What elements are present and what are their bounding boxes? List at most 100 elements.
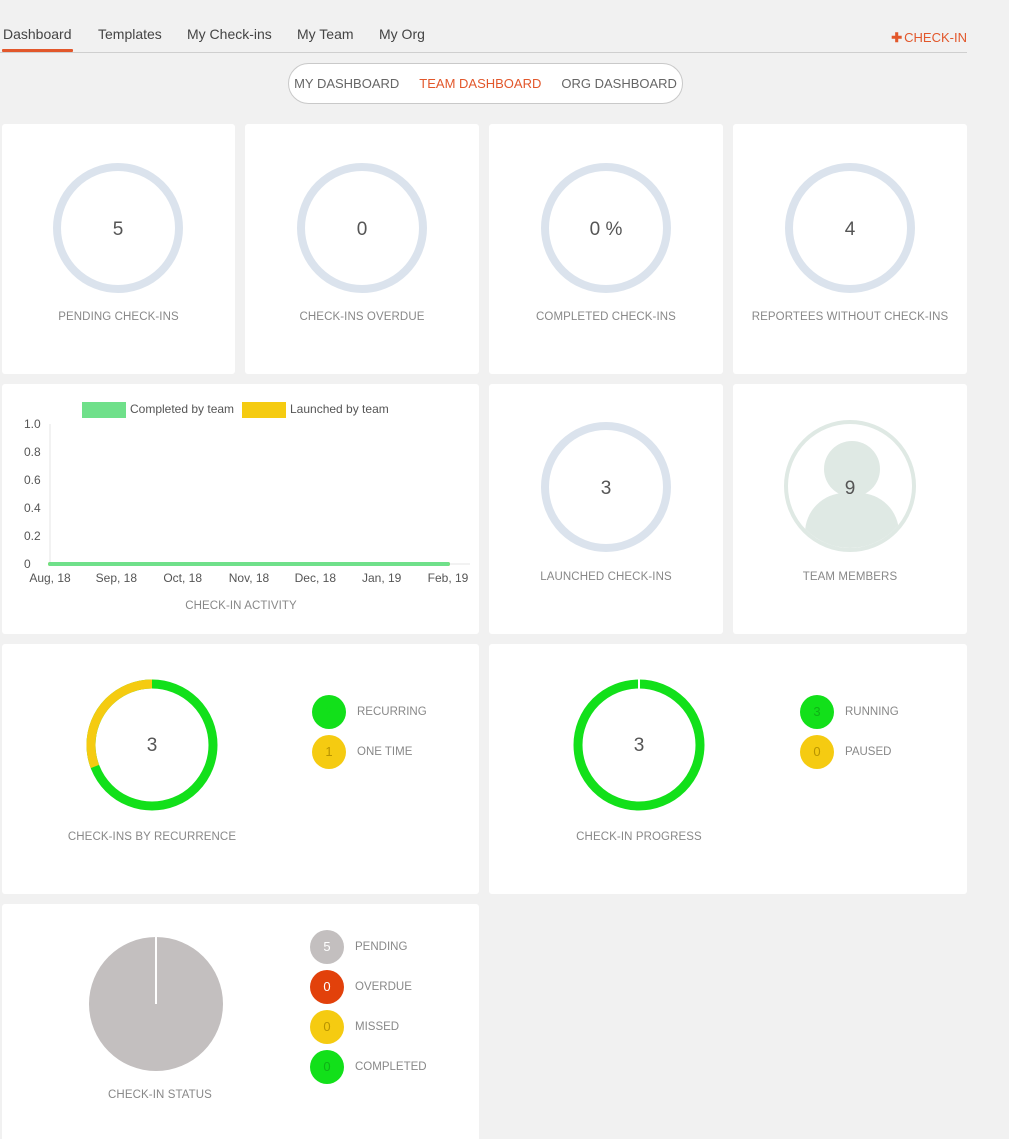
one-time-legend[interactable]: 1 ONE TIME — [312, 735, 412, 769]
y-tick-label: 1.0 — [24, 417, 41, 431]
overdue-legend[interactable]: 0 OVERDUE — [310, 970, 412, 1004]
person-icon-head — [824, 441, 880, 497]
x-tick-label: Feb, 19 — [428, 571, 469, 585]
check-in-progress-card: 3 3 RUNNING 0 PAUSED CHECK-IN PROGRESS — [489, 644, 967, 894]
check-in-activity-card: Completed by team Launched by team 1.0 0.… — [2, 384, 479, 634]
team-members-card[interactable]: 9 TEAM MEMBERS — [733, 384, 967, 634]
tab-templates[interactable]: Templates — [98, 26, 162, 42]
person-icon — [784, 420, 916, 552]
paused-count: 0 — [800, 735, 834, 769]
tab-dashboard[interactable]: Dashboard — [3, 26, 72, 42]
series-point-0 — [313, 562, 318, 566]
recurrence-total: 3 — [146, 735, 158, 756]
team-dashboard-option[interactable]: TEAM DASHBOARD — [419, 76, 542, 91]
series-point-0 — [446, 562, 450, 566]
completed-value: 0 % — [589, 219, 623, 240]
plus-icon: ✚ — [891, 30, 903, 45]
series-point-0 — [180, 562, 185, 566]
y-tick-label: 0.2 — [24, 529, 41, 543]
recurring-label: RECURRING — [357, 706, 427, 718]
legend-swatch-completed[interactable] — [82, 402, 126, 418]
completed-check-ins-card[interactable]: 0 % COMPLETED CHECK-INS — [489, 124, 723, 374]
completed-legend[interactable]: 0 COMPLETED — [310, 1050, 427, 1084]
reportees-value: 4 — [844, 219, 856, 240]
tab-my-team[interactable]: My Team — [297, 26, 354, 42]
team-members-caption: TEAM MEMBERS — [802, 571, 898, 583]
x-tick-label: Oct, 18 — [163, 571, 202, 585]
missed-legend[interactable]: 0 MISSED — [310, 1010, 399, 1044]
y-tick-label: 0.8 — [24, 445, 41, 459]
recurring-legend[interactable]: 2 RECURRING — [312, 695, 427, 729]
tab-my-org[interactable]: My Org — [379, 26, 425, 42]
series-point-0 — [114, 562, 119, 566]
tab-my-check-ins[interactable]: My Check-ins — [187, 26, 272, 42]
check-in-status-card: 5 PENDING 0 OVERDUE 0 MISSED 0 COMPLETED… — [2, 904, 479, 1139]
pending-ring — [53, 163, 183, 293]
recurrence-donut — [86, 679, 218, 811]
top-nav: Dashboard Templates My Check-ins My Team… — [0, 0, 967, 53]
x-tick-label: Dec, 18 — [295, 571, 337, 585]
launched-caption: LAUNCHED CHECK-INS — [540, 571, 672, 583]
x-tick-label: Sep, 18 — [96, 571, 138, 585]
overdue-ring — [297, 163, 427, 293]
y-tick-label: 0 — [24, 557, 31, 571]
new-check-in-button[interactable]: ✚ CHECK-IN — [891, 30, 967, 46]
one-time-arc[interactable] — [86, 679, 153, 769]
x-tick-label: Nov, 18 — [229, 571, 270, 585]
recurring-count: 2 — [312, 695, 346, 729]
x-tick-label: Aug, 18 — [29, 571, 71, 585]
overdue-caption: CHECK-INS OVERDUE — [299, 311, 425, 323]
status-pie — [89, 937, 223, 1071]
launched-ring — [541, 422, 671, 552]
running-count: 3 — [800, 695, 834, 729]
one-time-label: ONE TIME — [357, 746, 413, 758]
new-check-in-label: CHECK-IN — [904, 30, 967, 45]
completed-status-count: 0 — [310, 1050, 344, 1084]
pending-legend[interactable]: 5 PENDING — [310, 930, 407, 964]
team-members-value: 9 — [844, 478, 856, 499]
pending-status-label: PENDING — [355, 941, 408, 953]
series-point-0 — [48, 562, 52, 566]
missed-status-count: 0 — [310, 1010, 344, 1044]
org-dashboard-option[interactable]: ORG DASHBOARD — [561, 76, 677, 91]
recurrence-caption: CHECK-INS BY RECURRENCE — [67, 831, 237, 843]
dashboard-switcher: MY DASHBOARD TEAM DASHBOARD ORG DASHBOAR… — [288, 63, 683, 104]
running-label: RUNNING — [845, 706, 899, 718]
series-point-0 — [379, 562, 384, 566]
running-legend[interactable]: 3 RUNNING — [800, 695, 899, 729]
x-tick-label: Jan, 19 — [362, 571, 402, 585]
reportees-without-check-ins-card[interactable]: 4 REPORTEES WITHOUT CHECK-INS — [733, 124, 967, 374]
active-tab-indicator — [2, 49, 73, 52]
pending-status-count: 5 — [310, 930, 344, 964]
y-tick-label: 0.4 — [24, 501, 41, 515]
legend-label-completed[interactable]: Completed by team — [130, 402, 235, 416]
legend-swatch-launched[interactable] — [242, 402, 286, 418]
launched-value: 3 — [600, 478, 612, 499]
reportees-caption: REPORTEES WITHOUT CHECK-INS — [751, 311, 949, 323]
overdue-value: 0 — [356, 219, 368, 240]
pending-value: 5 — [112, 219, 124, 240]
progress-donut — [573, 679, 705, 811]
missed-status-label: MISSED — [355, 1021, 400, 1033]
overdue-status-label: OVERDUE — [355, 981, 412, 993]
status-caption: CHECK-IN STATUS — [108, 1089, 212, 1101]
check-ins-overdue-card[interactable]: 0 CHECK-INS OVERDUE — [245, 124, 479, 374]
paused-label: PAUSED — [845, 746, 892, 758]
legend-label-launched[interactable]: Launched by team — [290, 402, 389, 416]
progress-total: 3 — [633, 735, 645, 756]
progress-caption: CHECK-IN PROGRESS — [576, 831, 702, 843]
pending-caption: PENDING CHECK-INS — [58, 311, 179, 323]
pending-check-ins-card[interactable]: 5 PENDING CHECK-INS — [2, 124, 235, 374]
launched-check-ins-card[interactable]: 3 LAUNCHED CHECK-INS — [489, 384, 723, 634]
my-dashboard-option[interactable]: MY DASHBOARD — [294, 76, 400, 91]
check-ins-by-recurrence-card: 3 2 RECURRING 1 ONE TIME CHECK-INS BY RE… — [2, 644, 479, 894]
paused-legend[interactable]: 0 PAUSED — [800, 735, 891, 769]
person-icon-body — [805, 493, 899, 548]
activity-caption: CHECK-IN ACTIVITY — [185, 600, 297, 612]
completed-status-label: COMPLETED — [355, 1061, 427, 1073]
y-tick-label: 0.6 — [24, 473, 41, 487]
completed-caption: COMPLETED CHECK-INS — [536, 311, 676, 323]
reportees-ring — [785, 163, 915, 293]
overdue-status-count: 0 — [310, 970, 344, 1004]
